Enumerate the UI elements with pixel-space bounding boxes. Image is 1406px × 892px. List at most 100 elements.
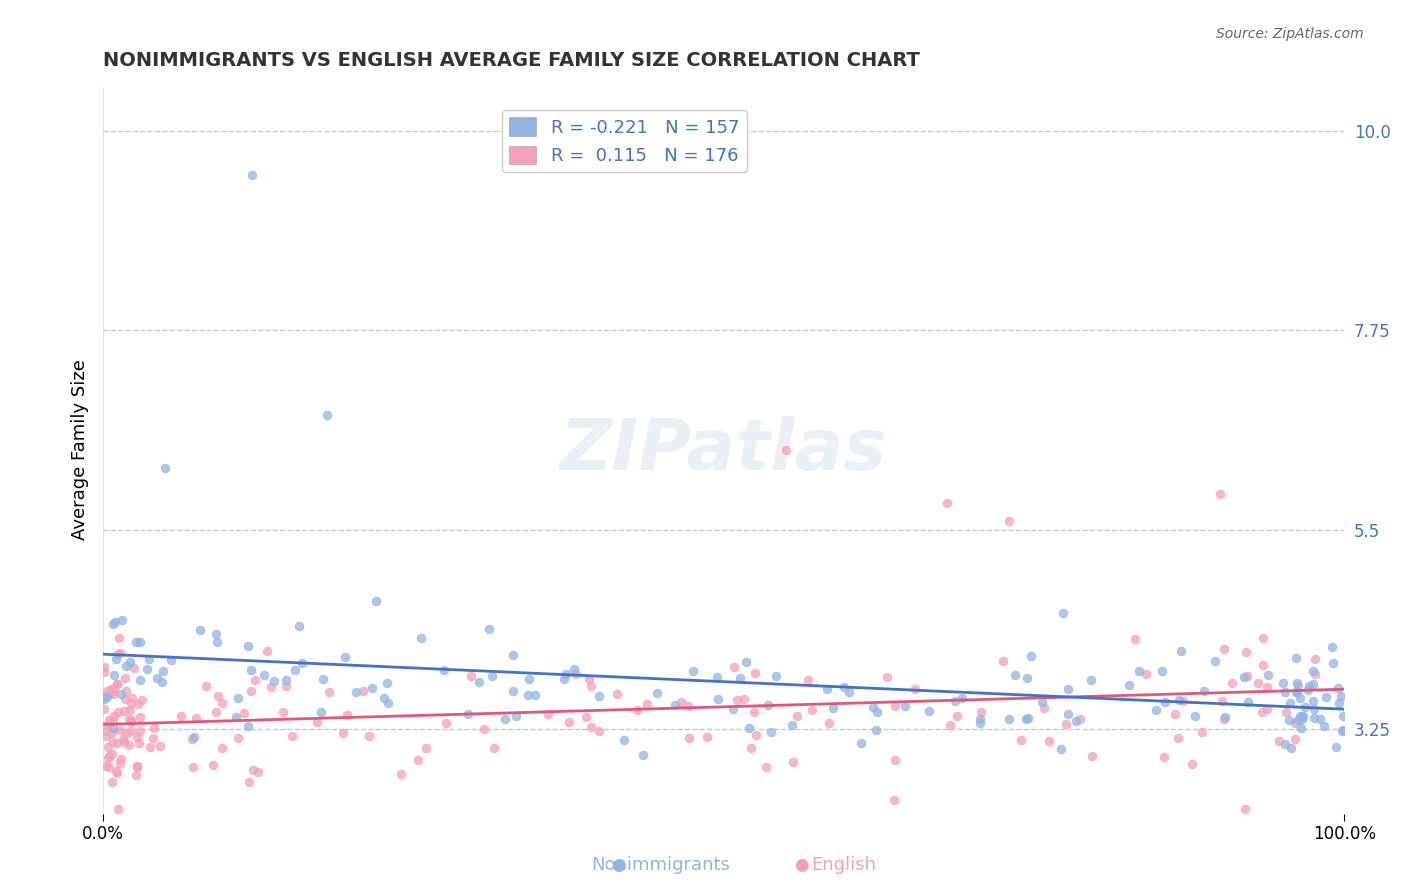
Point bbox=[107, 647, 129, 661]
Text: Source: ZipAtlas.com: Source: ZipAtlas.com bbox=[1216, 27, 1364, 41]
Point bbox=[883, 793, 905, 807]
Point bbox=[280, 730, 302, 744]
Point bbox=[100, 686, 122, 700]
Text: English: English bbox=[811, 855, 876, 873]
Point bbox=[204, 626, 226, 640]
Point bbox=[201, 757, 224, 772]
Point bbox=[129, 634, 152, 648]
Point bbox=[554, 667, 576, 681]
Point bbox=[110, 687, 132, 701]
Point bbox=[866, 705, 889, 719]
Point bbox=[1031, 695, 1053, 709]
Point bbox=[415, 741, 437, 756]
Point bbox=[876, 670, 898, 684]
Point bbox=[434, 716, 457, 731]
Point bbox=[1247, 676, 1270, 690]
Point bbox=[290, 657, 312, 671]
Point bbox=[1288, 709, 1310, 723]
Point bbox=[375, 676, 398, 690]
Point bbox=[738, 721, 761, 735]
Point bbox=[142, 731, 165, 745]
Point bbox=[101, 747, 124, 761]
Point bbox=[1080, 673, 1102, 687]
Point bbox=[253, 667, 276, 681]
Point bbox=[120, 715, 142, 730]
Point bbox=[797, 673, 820, 688]
Point bbox=[238, 719, 260, 733]
Point bbox=[1167, 731, 1189, 745]
Point bbox=[236, 639, 259, 653]
Point bbox=[472, 722, 495, 736]
Point bbox=[1081, 748, 1104, 763]
Point bbox=[1153, 695, 1175, 709]
Point bbox=[1213, 641, 1236, 656]
Point bbox=[468, 675, 491, 690]
Point bbox=[1010, 733, 1032, 747]
Point bbox=[460, 669, 482, 683]
Point bbox=[1256, 702, 1278, 716]
Point bbox=[288, 619, 311, 633]
Point bbox=[1285, 684, 1308, 698]
Point bbox=[1004, 668, 1026, 682]
Point bbox=[696, 731, 718, 745]
Point bbox=[98, 713, 121, 727]
Point bbox=[1052, 606, 1074, 620]
Point bbox=[606, 687, 628, 701]
Point bbox=[938, 718, 960, 732]
Point bbox=[1331, 723, 1354, 737]
Point bbox=[557, 715, 579, 730]
Point bbox=[832, 680, 855, 694]
Point bbox=[1251, 632, 1274, 646]
Point bbox=[120, 724, 142, 739]
Point bbox=[131, 693, 153, 707]
Point bbox=[678, 698, 700, 713]
Point bbox=[626, 703, 648, 717]
Point bbox=[1315, 690, 1337, 704]
Point bbox=[457, 706, 479, 721]
Point bbox=[1204, 654, 1226, 668]
Point bbox=[969, 712, 991, 726]
Point bbox=[1152, 664, 1174, 678]
Text: ZIPatlas: ZIPatlas bbox=[560, 416, 887, 484]
Point bbox=[851, 736, 873, 750]
Point bbox=[107, 705, 129, 719]
Point bbox=[1118, 678, 1140, 692]
Point bbox=[636, 697, 658, 711]
Point bbox=[433, 663, 456, 677]
Point bbox=[801, 703, 824, 717]
Point bbox=[894, 698, 917, 713]
Point bbox=[284, 663, 307, 677]
Point bbox=[1064, 714, 1087, 728]
Point bbox=[1322, 640, 1344, 654]
Point bbox=[1211, 694, 1233, 708]
Point bbox=[1209, 487, 1232, 501]
Point bbox=[744, 666, 766, 681]
Point bbox=[993, 654, 1015, 668]
Point bbox=[359, 729, 381, 743]
Point bbox=[120, 703, 142, 717]
Point bbox=[114, 684, 136, 698]
Point bbox=[311, 672, 333, 686]
Point bbox=[111, 732, 134, 747]
Point bbox=[110, 752, 132, 766]
Point bbox=[1313, 719, 1336, 733]
Point bbox=[153, 460, 176, 475]
Point bbox=[1251, 657, 1274, 672]
Point bbox=[97, 750, 120, 764]
Point bbox=[211, 741, 233, 756]
Point bbox=[645, 686, 668, 700]
Point bbox=[101, 714, 124, 728]
Point bbox=[1284, 731, 1306, 746]
Point bbox=[274, 673, 297, 687]
Point bbox=[108, 646, 131, 660]
Point bbox=[1286, 714, 1309, 728]
Point bbox=[170, 709, 193, 723]
Point bbox=[1213, 712, 1236, 726]
Point bbox=[664, 698, 686, 712]
Point bbox=[1284, 716, 1306, 731]
Point bbox=[838, 684, 860, 698]
Point bbox=[1054, 716, 1077, 731]
Point bbox=[1330, 689, 1353, 703]
Point bbox=[225, 709, 247, 723]
Point bbox=[723, 702, 745, 716]
